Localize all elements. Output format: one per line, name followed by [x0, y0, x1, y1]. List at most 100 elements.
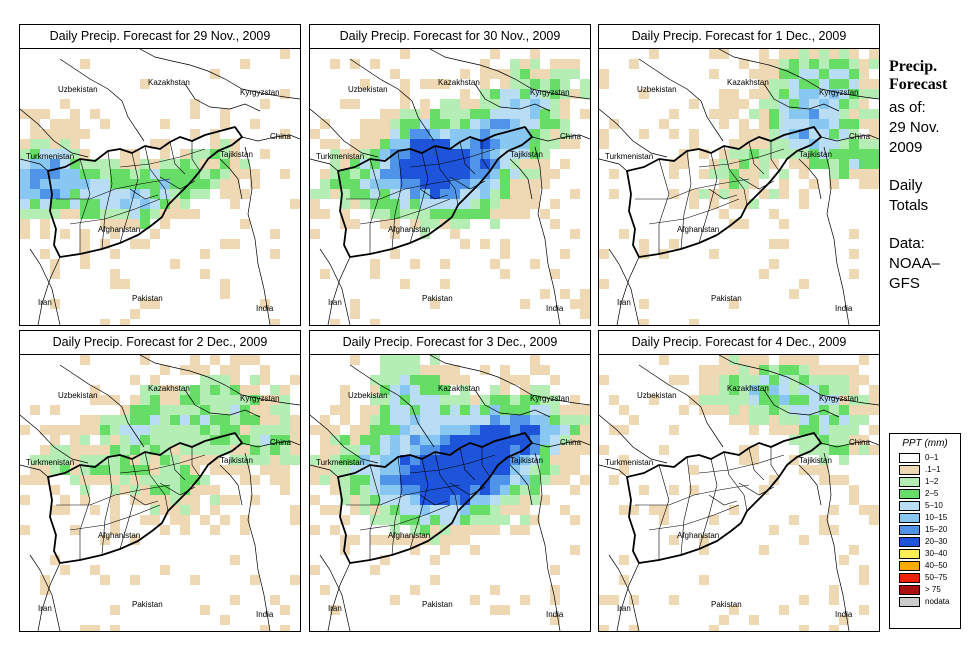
legend-item: 30–40: [899, 548, 960, 560]
forecast-panel-1: Daily Precip. Forecast for 29 Nov., 2009…: [19, 24, 301, 326]
legend-label: 5–10: [925, 501, 943, 510]
map-label-iran: Iran: [38, 298, 52, 307]
map-label-kazakhstan: Kazakhstan: [148, 384, 190, 393]
legend-swatch: [899, 585, 920, 595]
map-label-pakistan: Pakistan: [422, 600, 453, 609]
legend-swatch: [899, 573, 920, 583]
legend-swatch: [899, 597, 920, 607]
map-label-pakistan: Pakistan: [711, 294, 742, 303]
panel-title: Daily Precip. Forecast for 2 Dec., 2009: [20, 331, 300, 355]
map-label-iran: Iran: [617, 604, 631, 613]
legend-swatch: [899, 561, 920, 571]
map-label-india: India: [546, 610, 564, 619]
legend-swatch: [899, 501, 920, 511]
map-label-tajikistan: Tajikistan: [220, 150, 253, 159]
legend-swatch: [899, 465, 920, 475]
legend-label: > 75: [925, 585, 941, 594]
map-label-kazakhstan: Kazakhstan: [438, 384, 480, 393]
legend-label: 20–30: [925, 537, 948, 546]
legend-swatch: [899, 549, 920, 559]
legend-label: 10–15: [925, 513, 948, 522]
map-label-india: India: [256, 304, 274, 313]
legend-swatch: [899, 453, 920, 463]
map-label-afghanistan: Afghanistan: [98, 531, 140, 540]
map-label-tajikistan: Tajikistan: [220, 456, 253, 465]
map-label-uzbekistan: Uzbekistan: [637, 391, 677, 400]
map-label-turkmenistan: Turkmenistan: [605, 458, 653, 467]
legend-swatch: [899, 537, 920, 547]
panel-title: Daily Precip. Forecast for 30 Nov., 2009: [310, 25, 590, 49]
map-label-uzbekistan: Uzbekistan: [58, 85, 98, 94]
legend-item: 5–10: [899, 500, 960, 512]
map-label-kazakhstan: Kazakhstan: [727, 384, 769, 393]
map-label-kyrgyzstan: Kyrgyzstan: [530, 394, 570, 403]
map-label-kyrgyzstan: Kyrgyzstan: [819, 394, 859, 403]
legend-label: 30–40: [925, 549, 948, 558]
legend-item: 0–1: [899, 452, 960, 464]
map-label-iran: Iran: [328, 604, 342, 613]
map-label-china: China: [849, 438, 870, 447]
precip-map: Uzbekistan Kazakhstan Kyrgyzstan China Tajik…: [599, 49, 879, 325]
data-source: Data: NOAA– GFS: [889, 235, 940, 292]
map-label-kazakhstan: Kazakhstan: [438, 78, 480, 87]
legend-title: PPT (mm): [902, 438, 948, 449]
precip-map: Uzbekistan Kazakhstan Kyrgyzstan China Tajik…: [310, 355, 590, 631]
legend-item: 40–50: [899, 560, 960, 572]
map-label-china: China: [849, 132, 870, 141]
legend-label: 50–75: [925, 573, 948, 582]
map-label-afghanistan: Afghanistan: [98, 225, 140, 234]
map-label-tajikistan: Tajikistan: [799, 150, 832, 159]
map-label-iran: Iran: [38, 604, 52, 613]
map-label-india: India: [546, 304, 564, 313]
map-label-kyrgyzstan: Kyrgyzstan: [530, 88, 570, 97]
map-label-uzbekistan: Uzbekistan: [58, 391, 98, 400]
map-label-kyrgyzstan: Kyrgyzstan: [819, 88, 859, 97]
legend-label: 1–2: [925, 477, 939, 486]
legend-swatch: [899, 525, 920, 535]
map-label-pakistan: Pakistan: [711, 600, 742, 609]
map-label-china: China: [560, 132, 581, 141]
map-label-afghanistan: Afghanistan: [677, 531, 719, 540]
legend-item: 20–30: [899, 536, 960, 548]
map-label-tajikistan: Tajikistan: [799, 456, 832, 465]
legend-swatch: [899, 489, 920, 499]
legend-swatch: [899, 477, 920, 487]
legend-item: 50–75: [899, 572, 960, 584]
forecast-panel-3: Daily Precip. Forecast for 1 Dec., 2009 …: [598, 24, 880, 326]
map-label-afghanistan: Afghanistan: [388, 225, 430, 234]
map-label-pakistan: Pakistan: [422, 294, 453, 303]
map-label-kazakhstan: Kazakhstan: [727, 78, 769, 87]
legend-item: 15–20: [899, 524, 960, 536]
map-label-kyrgyzstan: Kyrgyzstan: [240, 88, 280, 97]
map-label-afghanistan: Afghanistan: [677, 225, 719, 234]
panel-title: Daily Precip. Forecast for 1 Dec., 2009: [599, 25, 879, 49]
legend-items: 0–1 .1–1 1–2 2–5 5–10 10–15 15–20 20–30 30–40 40–…: [890, 452, 960, 608]
map-label-uzbekistan: Uzbekistan: [348, 85, 388, 94]
legend-item: 2–5: [899, 488, 960, 500]
map-label-iran: Iran: [328, 298, 342, 307]
legend-item: nodata: [899, 596, 960, 608]
legend-swatch: [899, 513, 920, 523]
panel-title: Daily Precip. Forecast for 3 Dec., 2009: [310, 331, 590, 355]
map-label-tajikistan: Tajikistan: [510, 456, 543, 465]
map-label-china: China: [270, 438, 291, 447]
precip-map: Uzbekistan Kazakhstan Kyrgyzstan China Tajik…: [310, 49, 590, 325]
map-label-kazakhstan: Kazakhstan: [148, 78, 190, 87]
map-label-uzbekistan: Uzbekistan: [348, 391, 388, 400]
legend-item: 1–2: [899, 476, 960, 488]
map-label-iran: Iran: [617, 298, 631, 307]
legend-label: 0–1: [925, 453, 939, 462]
map-label-turkmenistan: Turkmenistan: [605, 152, 653, 161]
totals-note: Daily Totals: [889, 177, 929, 214]
map-label-china: China: [270, 132, 291, 141]
panel-title: Daily Precip. Forecast for 4 Dec., 2009: [599, 331, 879, 355]
side-annotation: Precip. Forecast as of: 29 Nov. 2009 Dai…: [889, 58, 975, 294]
map-label-afghanistan: Afghanistan: [388, 531, 430, 540]
map-label-turkmenistan: Turkmenistan: [26, 458, 74, 467]
map-label-pakistan: Pakistan: [132, 294, 163, 303]
as-of-date: as of: 29 Nov. 2009: [889, 99, 940, 156]
map-label-turkmenistan: Turkmenistan: [316, 152, 364, 161]
legend-item: > 75: [899, 584, 960, 596]
precip-map: Uzbekistan Kazakhstan Kyrgyzstan China Tajik…: [20, 49, 300, 325]
map-label-pakistan: Pakistan: [132, 600, 163, 609]
